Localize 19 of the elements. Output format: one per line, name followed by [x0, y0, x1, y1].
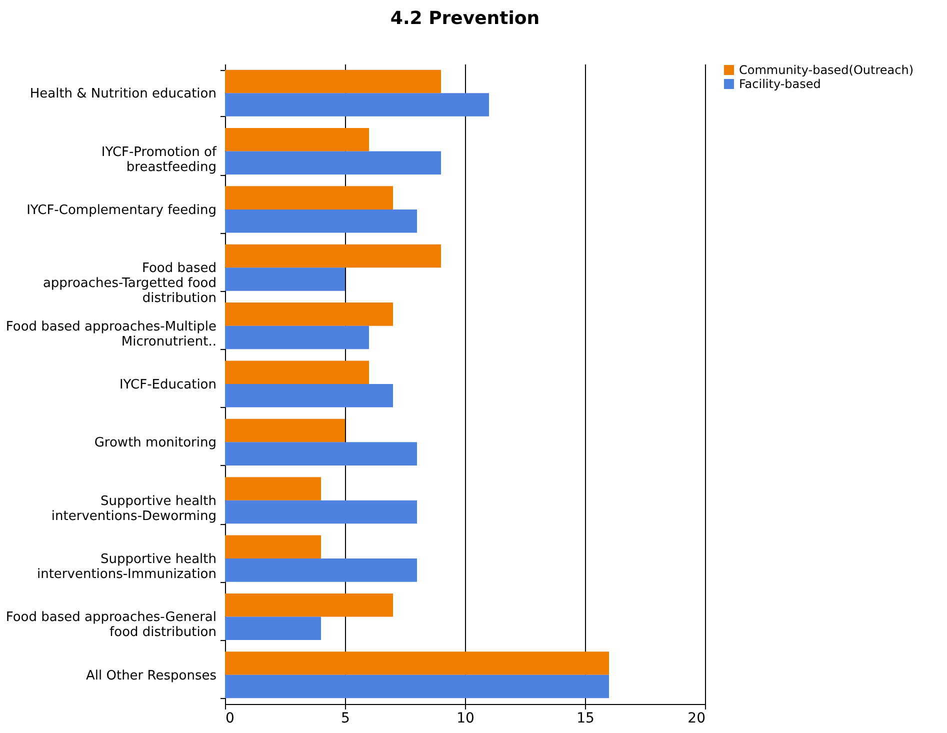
- chart-title: 4.2 Prevention: [390, 8, 540, 29]
- x-tick-label: 0: [226, 710, 234, 726]
- x-tick-label: 10: [456, 710, 474, 726]
- y-tick-label: Food based approaches-General food distribution: [6, 610, 216, 640]
- x-tick-label: 15: [576, 710, 594, 726]
- legend-label: Community-based(Outreach): [739, 63, 914, 77]
- x-tick-label: 5: [341, 710, 350, 726]
- y-tick-label: Food based approaches-Targetted food distribution: [42, 261, 216, 306]
- y-tick-label: Supportive health interventions-Deworming: [51, 494, 216, 524]
- y-tick-label: Food based approaches-Multiple Micronutrient..: [6, 319, 216, 350]
- y-tick-label: IYCF-Complementary feeding: [26, 202, 216, 218]
- y-tick-label: Supportive health interventions-Immunization: [36, 552, 216, 582]
- y-tick-label: Growth monitoring: [94, 436, 216, 451]
- y-tick-label: All Other Responses: [86, 668, 217, 684]
- x-tick-label: 20: [688, 710, 706, 726]
- y-tick-label: IYCF-Education: [119, 378, 216, 392]
- y-tick-label: IYCF-Promotion of breastfeeding: [101, 144, 217, 175]
- y-tick-label: Health & Nutrition education: [30, 86, 216, 102]
- legend-label: Facility-based: [739, 77, 821, 91]
